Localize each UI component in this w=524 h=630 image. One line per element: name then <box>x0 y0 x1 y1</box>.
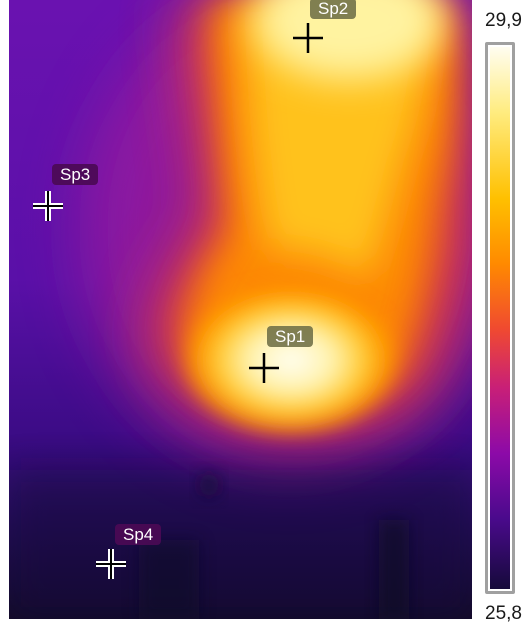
spot-label-sp3: Sp3 <box>52 164 99 185</box>
crosshair-sp1-icon <box>249 353 279 383</box>
thermal-heatmap <box>9 0 472 619</box>
scale-min-label: 25,8 <box>485 603 522 624</box>
spot-label-sp2: Sp2 <box>310 0 357 19</box>
color-scale-bar <box>485 42 515 594</box>
crosshair-sp2-icon <box>293 23 323 53</box>
thermal-image: Sp1 Sp2 Sp3 Sp4 <box>9 0 472 619</box>
crosshair-sp4-icon <box>96 549 126 579</box>
scale-max-label: 29,9 <box>485 10 522 31</box>
crosshair-sp3-icon <box>33 191 63 221</box>
spot-label-sp4: Sp4 <box>115 524 162 545</box>
spot-label-sp1: Sp1 <box>267 326 314 347</box>
